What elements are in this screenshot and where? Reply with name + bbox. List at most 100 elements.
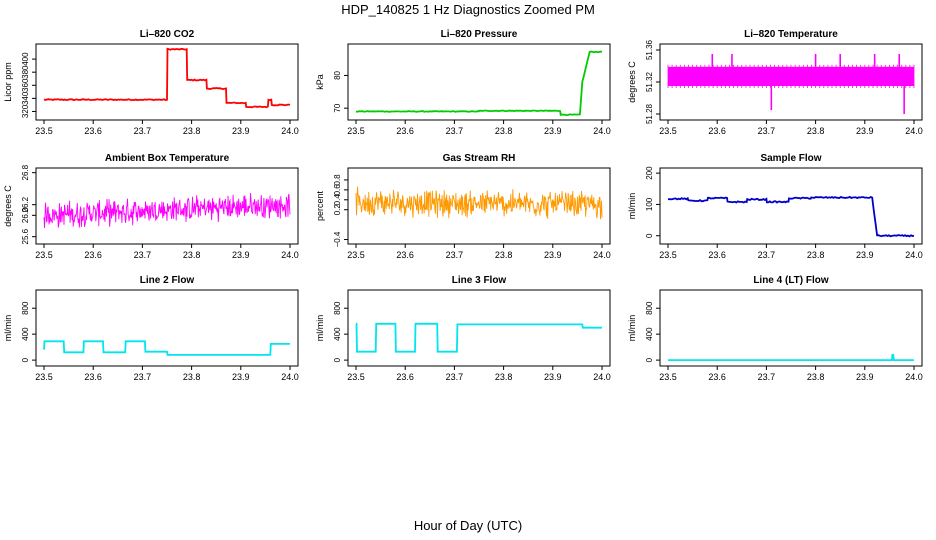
data-series (43, 47, 291, 109)
x-tick-label: 23.8 (807, 372, 825, 382)
panel-1: Li–820 CO2 Licor ppm 23.5 23.6 23.7 23.8 23.9 2… (3, 29, 299, 136)
x-tick-label: 24.0 (593, 250, 611, 260)
y-tick-label: 400 (645, 327, 654, 341)
x-tick-label: 23.8 (495, 250, 513, 260)
panel-title: Li–820 CO2 (140, 29, 195, 40)
x-tick-label: 23.9 (544, 372, 562, 382)
y-tick-label: 800 (21, 301, 30, 315)
data-series (667, 195, 915, 238)
x-tick-label: 24.0 (281, 250, 299, 260)
y-tick-label: 26.8 (21, 164, 30, 180)
x-tick-label: 23.5 (659, 250, 677, 260)
panel-2: Li–820 Pressure kPa 23.5 23.6 23.7 23.8 23.9 24… (315, 29, 611, 136)
x-tick-label: 23.9 (856, 126, 874, 136)
x-tick-label: 23.5 (35, 250, 53, 260)
x-tick-label: 23.5 (659, 126, 677, 136)
x-tick-label: 23.8 (495, 126, 513, 136)
x-tick-label: 23.8 (807, 250, 825, 260)
y-axis-label: Licor ppm (3, 62, 13, 102)
y-tick-label: 51.28 (645, 103, 654, 124)
y-tick-label: 0 (645, 357, 654, 362)
figure-xlabel: Hour of Day (UTC) (413, 518, 523, 533)
panel-title: Li–820 Pressure (441, 29, 518, 40)
panel-frame (35, 289, 299, 367)
panel-4: Ambient Box Temperature degrees C 23.5 23.6… (3, 153, 299, 260)
x-tick-label: 23.6 (84, 372, 102, 382)
x-tick-label: 23.6 (708, 250, 726, 260)
figure-title: HDP_140825 1 Hz Diagnostics Zoomed PM (341, 2, 595, 17)
y-tick-label: 380 (21, 65, 30, 79)
y-tick-label: 200 (645, 166, 654, 180)
y-tick-label: 26.0 (21, 207, 30, 223)
panel-frame (347, 167, 611, 245)
panel-9: Line 4 (LT) Flow ml/min 23.5 23.6 23.7 23.8 23… (627, 275, 923, 382)
x-tick-label: 23.7 (446, 126, 464, 136)
y-axis-label: kPa (315, 74, 325, 90)
x-tick-label: 23.6 (84, 250, 102, 260)
y-tick-label: 100 (645, 197, 654, 211)
x-tick-label: 23.8 (807, 126, 825, 136)
y-tick-label: 70 (333, 103, 342, 112)
x-tick-label: 23.7 (134, 372, 152, 382)
panel-5: Gas Stream RH percent 23.5 23.6 23.7 23.8 23.9… (315, 153, 611, 260)
y-tick-label: 26.2 (21, 196, 30, 212)
x-tick-label: 23.7 (758, 372, 776, 382)
x-tick-label: 24.0 (281, 126, 299, 136)
panel-frame (35, 43, 299, 121)
panel-frame (35, 167, 299, 245)
y-tick-label: 51.32 (645, 71, 654, 92)
panel-frame (659, 289, 923, 367)
panel-title: Gas Stream RH (443, 153, 516, 164)
x-tick-label: 23.9 (856, 372, 874, 382)
panel-6: Sample Flow ml/min 23.5 23.6 23.7 23.8 23.9 24.… (627, 153, 923, 260)
x-tick-label: 23.7 (758, 250, 776, 260)
y-tick-label: 0 (645, 233, 654, 238)
panel-title: Sample Flow (760, 153, 821, 164)
x-tick-label: 23.6 (708, 126, 726, 136)
x-tick-label: 23.9 (232, 126, 250, 136)
x-tick-label: 23.8 (495, 372, 513, 382)
data-series (43, 193, 291, 229)
x-tick-label: 23.7 (134, 250, 152, 260)
y-axis-label: ml/min (3, 315, 13, 342)
panel-title: Line 3 Flow (452, 275, 507, 286)
y-axis-label: percent (315, 190, 325, 221)
y-tick-label: 0 (333, 357, 342, 362)
y-axis-label: degrees C (3, 185, 13, 227)
y-tick-label: 360 (21, 78, 30, 92)
data-series (355, 50, 603, 117)
x-tick-label: 23.9 (232, 250, 250, 260)
x-tick-label: 23.5 (659, 372, 677, 382)
y-axis-label: degrees C (627, 61, 637, 103)
y-tick-label: 340 (21, 91, 30, 105)
y-tick-label: 25.6 (21, 228, 30, 244)
y-tick-label: 0 (21, 357, 30, 362)
panel-3: Li–820 Temperature degrees C 23.5 23.6 23.7 2… (627, 29, 923, 136)
y-axis-label: ml/min (627, 315, 637, 342)
x-tick-label: 23.5 (347, 372, 365, 382)
panel-8: Line 3 Flow ml/min 23.5 23.6 23.7 23.8 23.9 24.… (315, 275, 611, 382)
y-tick-label: 320 (21, 104, 30, 118)
y-tick-label: 0.6 (333, 184, 342, 196)
x-tick-label: 23.7 (758, 126, 776, 136)
x-tick-label: 24.0 (905, 250, 923, 260)
panel-frame (659, 167, 923, 245)
panel-title: Ambient Box Temperature (105, 153, 230, 164)
x-tick-label: 23.6 (396, 126, 414, 136)
x-tick-label: 23.9 (544, 250, 562, 260)
x-tick-label: 23.5 (347, 126, 365, 136)
x-tick-label: 23.6 (708, 372, 726, 382)
panel-7: Line 2 Flow ml/min 23.5 23.6 23.7 23.8 23.9 24.… (3, 275, 299, 382)
y-tick-label: 800 (333, 301, 342, 315)
x-tick-label: 24.0 (281, 372, 299, 382)
panel-title: Line 2 Flow (140, 275, 195, 286)
y-tick-label: 80 (333, 70, 342, 79)
panel-frame (347, 43, 611, 121)
y-tick-label: −0.4 (333, 231, 342, 247)
x-tick-label: 23.6 (396, 250, 414, 260)
x-tick-label: 23.8 (183, 250, 201, 260)
x-tick-label: 24.0 (905, 126, 923, 136)
x-tick-label: 23.8 (183, 126, 201, 136)
panel-title: Li–820 Temperature (744, 29, 838, 40)
